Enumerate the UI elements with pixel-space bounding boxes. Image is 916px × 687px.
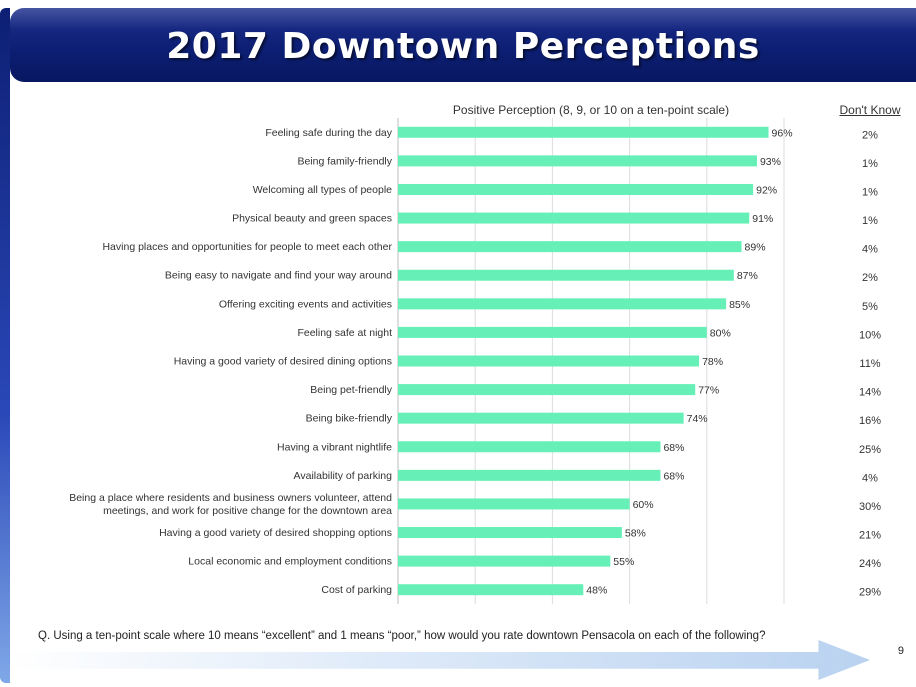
value-label: 80%: [710, 327, 731, 339]
dont-know-value: 1%: [862, 158, 878, 170]
value-label: 58%: [625, 528, 646, 540]
bar: [398, 155, 757, 167]
dont-know-value: 21%: [859, 530, 881, 542]
category-label: Offering exciting events and activities: [219, 298, 392, 310]
left-decor-stripe: [0, 8, 10, 683]
bar: [398, 126, 769, 138]
dont-know-value: 14%: [859, 387, 881, 399]
category-label: Feeling safe during the day: [265, 127, 392, 139]
bar: [398, 269, 734, 281]
bar: [398, 298, 727, 310]
category-label: Having a good variety of desired dining …: [174, 356, 392, 368]
value-label: 78%: [702, 356, 723, 368]
value-label: 68%: [663, 470, 684, 482]
value-label: 77%: [698, 385, 719, 397]
bar: [398, 326, 707, 338]
title-bar: 2017 Downtown Perceptions: [10, 8, 916, 82]
bar: [398, 384, 696, 396]
bar: [398, 584, 584, 596]
value-label: 87%: [737, 270, 758, 282]
title-bar-gloss: [10, 8, 916, 30]
dont-know-value: 24%: [859, 558, 881, 570]
dont-know-value: 2%: [862, 272, 878, 284]
bar: [398, 527, 622, 539]
category-label: Physical beauty and green spaces: [232, 213, 392, 225]
value-label: 55%: [613, 556, 634, 568]
dont-know-value: 5%: [862, 301, 878, 313]
category-label: Being easy to navigate and find your way…: [165, 270, 392, 282]
dont-know-value: 29%: [859, 587, 881, 599]
dont-know-value: 11%: [859, 358, 880, 370]
dont-know-value: 10%: [859, 329, 881, 341]
bar: [398, 469, 661, 481]
bar: [398, 498, 630, 510]
dont-know-value: 1%: [862, 186, 878, 198]
dont-know-value: 30%: [859, 501, 881, 513]
value-label: 92%: [756, 184, 777, 196]
survey-question: Q. Using a ten-point scale where 10 mean…: [38, 630, 766, 642]
category-label: Welcoming all types of people: [253, 184, 392, 196]
value-label: 68%: [663, 442, 684, 454]
category-label: Local economic and employment conditions: [188, 556, 392, 568]
category-label: Being pet-friendly: [310, 384, 392, 396]
category-label: Having places and opportunities for peop…: [102, 241, 392, 253]
category-label: Feeling safe at night: [297, 327, 392, 339]
bar: [398, 441, 661, 453]
value-label: 60%: [633, 499, 654, 511]
category-label: Being family-friendly: [297, 155, 392, 167]
value-label: 85%: [729, 299, 750, 311]
bar: [398, 355, 700, 367]
category-label: Having a good variety of desired shoppin…: [159, 527, 392, 539]
value-label: 93%: [760, 156, 781, 168]
dont-know-value: 1%: [862, 215, 878, 227]
dont-know-value: 16%: [859, 415, 881, 427]
category-label: Being bike-friendly: [306, 413, 393, 425]
page-number: 9: [897, 645, 904, 657]
dont-know-value: 4%: [862, 244, 878, 256]
page-title: 2017 Downtown Perceptions: [166, 26, 760, 67]
category-label: Cost of parking: [321, 584, 392, 596]
value-label: 74%: [687, 413, 708, 425]
category-label: Being a place where residents and busine…: [69, 492, 392, 517]
bar: [398, 183, 754, 195]
dont-know-value: 4%: [862, 472, 878, 484]
value-label: 96%: [772, 127, 793, 139]
chart-header: Positive Perception (8, 9, or 10 on a te…: [452, 103, 730, 117]
dont-know-value: 25%: [859, 444, 881, 456]
value-label: 91%: [752, 213, 773, 225]
category-label: Having a vibrant nightlife: [277, 441, 392, 453]
bar: [398, 412, 684, 424]
bar: [398, 555, 611, 567]
bar: [398, 212, 750, 224]
value-label: 89%: [745, 242, 766, 254]
dont-know-value: 2%: [862, 129, 878, 141]
dont-know-header: Don't Know: [839, 103, 901, 117]
bar: [398, 241, 742, 253]
category-label: Availability of parking: [294, 470, 393, 482]
value-label: 48%: [586, 585, 607, 597]
